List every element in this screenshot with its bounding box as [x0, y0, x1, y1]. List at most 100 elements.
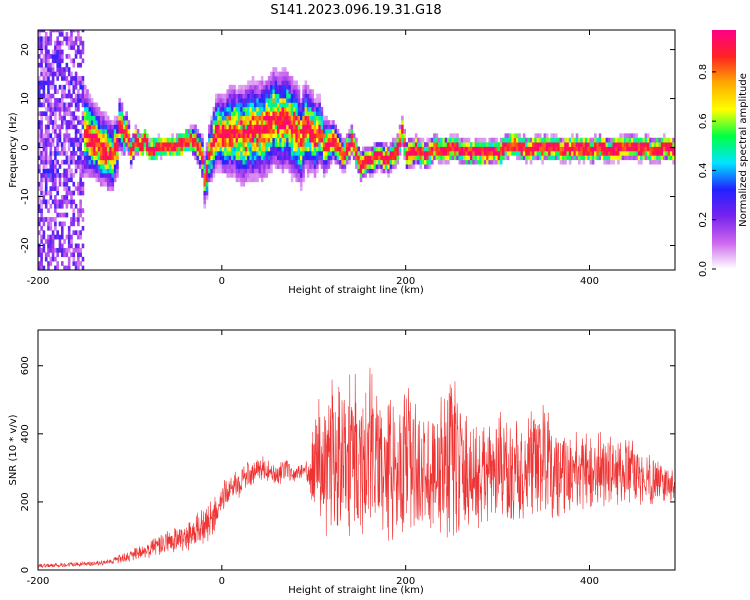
heatmap-cell: [237, 93, 241, 99]
heatmap-cell: [233, 150, 236, 156]
heatmap-cell: [244, 137, 248, 143]
heatmap-cell: [345, 146, 349, 152]
heatmap-cell: [272, 71, 275, 77]
heatmap-cell: [391, 146, 395, 152]
heatmap-cell: [247, 146, 250, 152]
heatmap-cell: [47, 173, 50, 178]
heatmap-cell: [488, 159, 491, 165]
heatmap-cell: [83, 155, 87, 161]
heatmap-cell: [481, 159, 485, 165]
heatmap-cell: [359, 173, 363, 178]
heatmap-cell: [134, 124, 138, 130]
heatmap-cell: [302, 177, 305, 183]
heatmap-cell: [594, 142, 597, 147]
heatmap-cell: [231, 150, 234, 156]
heatmap-cell: [256, 177, 259, 183]
heatmap-cell: [283, 76, 287, 81]
heatmap-cell: [210, 128, 213, 134]
heatmap-cell: [591, 142, 595, 147]
heatmap-cell: [306, 173, 310, 178]
heatmap-cell: [348, 133, 351, 139]
heatmap-cell: [228, 98, 232, 103]
heatmap-cell: [240, 93, 243, 99]
heatmap-cell: [40, 84, 43, 90]
heatmap-cell: [228, 102, 232, 108]
heatmap-cell: [42, 265, 46, 270]
heatmap-cell: [70, 102, 73, 108]
heatmap-cell: [70, 137, 73, 143]
heatmap-cell: [463, 155, 466, 161]
heatmap-cell: [527, 150, 531, 156]
heatmap-cell: [51, 173, 55, 178]
heatmap-cell: [49, 203, 53, 209]
y-tick-label: 20: [20, 43, 31, 56]
heatmap-cell: [582, 150, 586, 156]
heatmap-cell: [58, 173, 62, 178]
heatmap-cell: [302, 137, 305, 143]
heatmap-cell: [272, 106, 275, 112]
heatmap-cell: [224, 93, 227, 99]
heatmap-cell: [49, 217, 53, 222]
heatmap-cell: [44, 203, 48, 209]
heatmap-cell: [104, 146, 108, 152]
heatmap-cell: [104, 168, 108, 174]
heatmap-cell: [286, 102, 289, 108]
heatmap-cell: [283, 150, 287, 156]
heatmap-cell: [362, 155, 365, 161]
heatmap-cell: [251, 150, 255, 156]
heatmap-cell: [60, 106, 64, 112]
heatmap-cell: [251, 133, 255, 139]
heatmap-cell: [633, 142, 636, 147]
heatmap-cell: [339, 150, 342, 156]
heatmap-cell: [421, 146, 425, 152]
heatmap-cell: [548, 150, 551, 156]
heatmap-cell: [258, 137, 262, 143]
heatmap-cell: [233, 124, 236, 130]
heatmap-cell: [231, 168, 234, 174]
heatmap-cell: [116, 155, 119, 161]
heatmap-cell: [270, 102, 273, 108]
heatmap-cell: [240, 159, 243, 165]
heatmap-cell: [70, 217, 73, 222]
heatmap-cell: [54, 225, 57, 231]
heatmap-cell: [444, 142, 448, 147]
heatmap-cell: [56, 186, 59, 191]
heatmap-cell: [316, 120, 319, 125]
heatmap-cell: [433, 146, 436, 152]
heatmap-cell: [208, 155, 211, 161]
heatmap-cell: [93, 128, 96, 134]
heatmap-cell: [453, 155, 457, 161]
heatmap-cell: [327, 150, 331, 156]
heatmap-cell: [318, 102, 321, 108]
heatmap-cell: [272, 76, 275, 81]
heatmap-cell: [274, 128, 278, 134]
heatmap-cell: [60, 195, 64, 200]
heatmap-cell: [426, 159, 429, 165]
colorbar-tick-label: 0.6: [698, 113, 709, 129]
heatmap-cell: [224, 133, 227, 139]
heatmap-cell: [111, 168, 115, 174]
heatmap-cell: [279, 120, 282, 125]
heatmap-cell: [451, 137, 455, 143]
heatmap-cell: [352, 142, 356, 147]
heatmap-cell: [366, 164, 370, 169]
heatmap-cell: [316, 111, 319, 117]
heatmap-cell: [237, 89, 241, 94]
heatmap-cell: [54, 98, 57, 103]
heatmap-cell: [242, 102, 246, 108]
heatmap-cell: [371, 150, 374, 156]
heatmap-cell: [77, 62, 80, 68]
heatmap-cell: [152, 150, 156, 156]
heatmap-cell: [318, 128, 321, 134]
heatmap-cell: [302, 142, 305, 147]
heatmap-cell: [410, 159, 413, 165]
heatmap-cell: [44, 190, 48, 196]
heatmap-cell: [54, 84, 57, 90]
heatmap-cell: [47, 221, 50, 227]
heatmap-cell: [304, 150, 308, 156]
heatmap-cell: [196, 146, 200, 152]
heatmap-cell: [242, 89, 246, 94]
heatmap-cell: [375, 155, 379, 161]
heatmap-cell: [311, 155, 315, 161]
